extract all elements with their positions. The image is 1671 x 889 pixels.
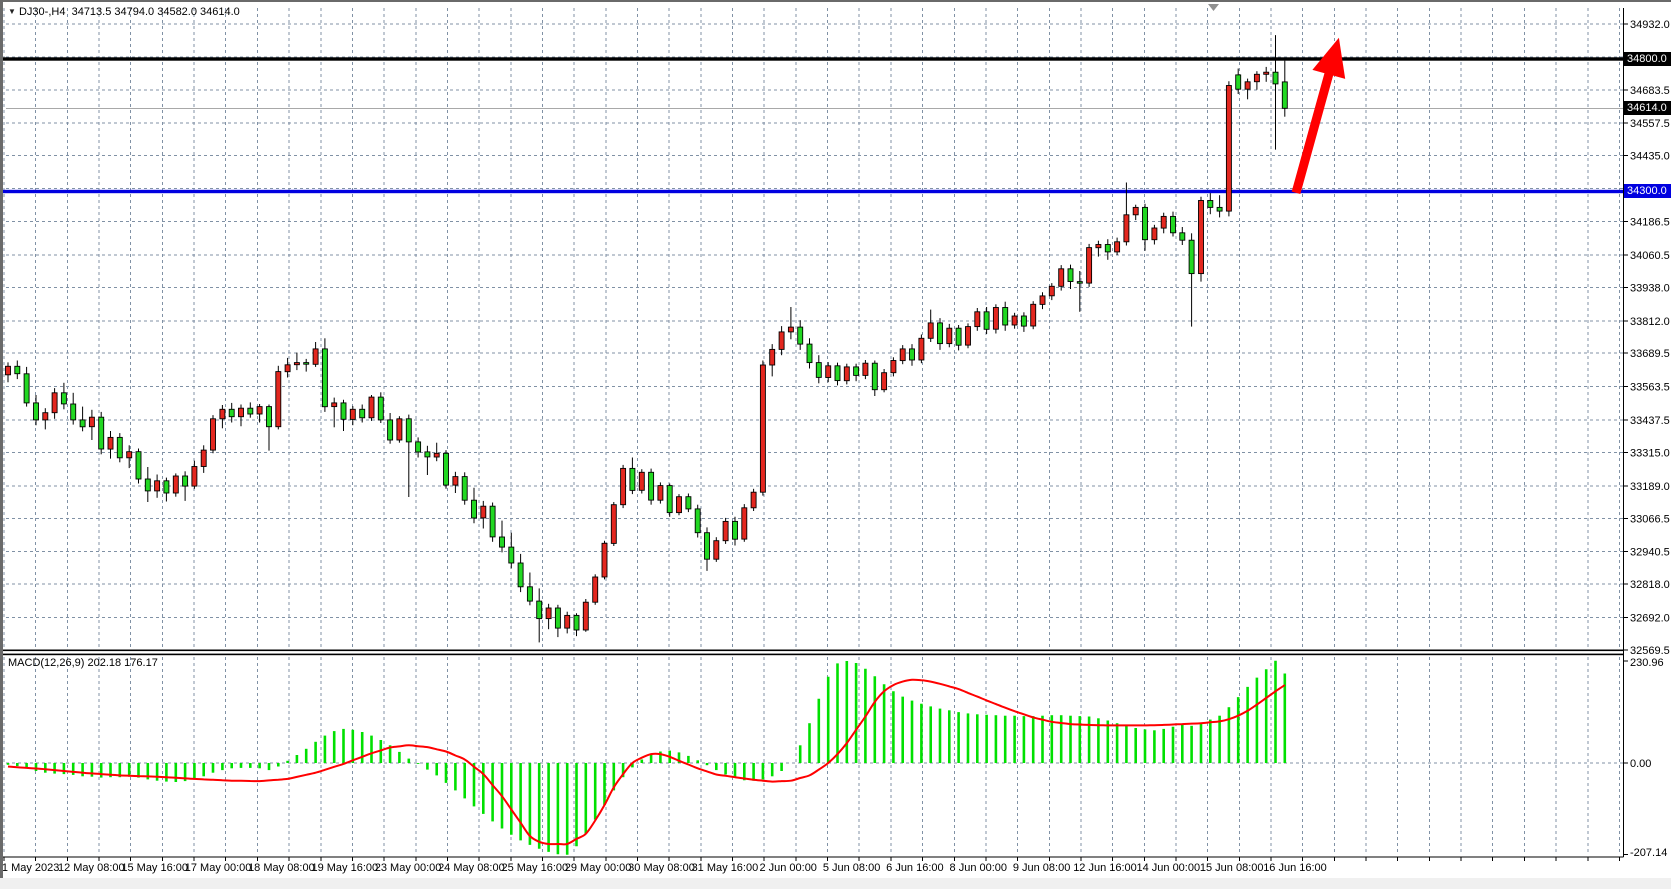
- time-axis-label: 19 May 16:00: [311, 862, 378, 874]
- time-axis-label: 17 May 00:00: [185, 862, 252, 874]
- time-axis-label: 14 Jun 00:00: [1136, 862, 1200, 874]
- time-axis-label: 9 Jun 08:00: [1013, 862, 1071, 874]
- price-axis-label: 32818.0: [1630, 579, 1670, 591]
- macd-axis-label: -207.14: [1630, 847, 1667, 859]
- candlestick-series: [5, 35, 1288, 643]
- time-axis-label: 24 May 08:00: [438, 862, 505, 874]
- price-axis-label: 34683.5: [1630, 85, 1670, 97]
- time-axis-label: 2 Jun 00:00: [759, 862, 817, 874]
- horizontal-price-line[interactable]: [0, 57, 1623, 61]
- symbol-ohlc-label: ▼ DJ30-,H4 34713.5 34794.0 34582.0 34614…: [8, 6, 240, 18]
- grid-lines: [3, 8, 1623, 855]
- time-axis-label: 12 Jun 16:00: [1073, 862, 1137, 874]
- time-axis-label: 18 May 08:00: [248, 862, 315, 874]
- time-axis-label: 11 May 2023: [0, 862, 59, 874]
- chart-shift-marker-icon[interactable]: [1208, 4, 1219, 11]
- macd-indicator-label: MACD(12,26,9) 202.18 176.17: [8, 657, 158, 669]
- price-axis-label: 33315.0: [1630, 448, 1670, 460]
- price-line-label[interactable]: 34800.0: [1624, 52, 1671, 66]
- time-axis-label: 25 May 16:00: [501, 862, 568, 874]
- price-axis-label: 32940.5: [1630, 547, 1670, 559]
- price-line-label[interactable]: 34300.0: [1624, 184, 1671, 198]
- chevron-down-icon[interactable]: ▼: [8, 7, 16, 16]
- time-axis-label: 5 Jun 08:00: [823, 862, 881, 874]
- pane-separator[interactable]: [0, 649, 1623, 656]
- time-axis-label: 12 May 08:00: [58, 862, 125, 874]
- price-axis-label: 34435.0: [1630, 151, 1670, 163]
- macd-histogram: [6, 660, 1287, 855]
- trend-arrow-annotation[interactable]: [1291, 37, 1346, 195]
- price-axis-label: 33066.5: [1630, 513, 1670, 525]
- price-axis-label: 33189.0: [1630, 481, 1670, 493]
- time-axis-label: 8 Jun 00:00: [950, 862, 1008, 874]
- price-axis-label: 33437.5: [1630, 415, 1670, 427]
- time-axis-label: 6 Jun 16:00: [886, 862, 944, 874]
- price-axis-label: 32692.0: [1630, 613, 1670, 625]
- time-axis-label: 23 May 00:00: [375, 862, 442, 874]
- price-axis-label: 34186.5: [1630, 217, 1670, 229]
- time-axis-label: 31 May 16:00: [692, 862, 759, 874]
- macd-axis-label: 0.00: [1630, 758, 1651, 770]
- price-axis-label: 32569.5: [1630, 645, 1670, 657]
- time-axis-label: 15 Jun 08:00: [1200, 862, 1264, 874]
- current-price-label[interactable]: 34614.0: [1624, 101, 1671, 115]
- symbol-name: DJ30-,H4: [18, 6, 66, 18]
- price-axis-label: 33563.5: [1630, 382, 1670, 394]
- ohlc-values: 34713.5 34794.0 34582.0 34614.0: [71, 6, 240, 18]
- time-axis-label: 29 May 00:00: [565, 862, 632, 874]
- price-axis-label: 34932.0: [1630, 19, 1670, 31]
- price-axis-label: 33689.5: [1630, 348, 1670, 360]
- macd-axis-label: 230.96: [1630, 657, 1664, 669]
- time-axis-label: 16 Jun 16:00: [1263, 862, 1327, 874]
- price-axis-label: 33938.0: [1630, 282, 1670, 294]
- axes: 34932.0 34683.5 34557.5 34435.0 34186.5 34060…: [0, 8, 1670, 874]
- time-axis-label: 15 May 16:00: [121, 862, 188, 874]
- time-axis-label: 30 May 08:00: [628, 862, 695, 874]
- price-axis-label: 34060.5: [1630, 250, 1670, 262]
- price-axis-label: 33812.0: [1630, 316, 1670, 328]
- horizontal-price-line[interactable]: [0, 189, 1623, 194]
- price-axis-label: 34557.5: [1630, 118, 1670, 130]
- macd-signal-line: [7, 678, 1286, 846]
